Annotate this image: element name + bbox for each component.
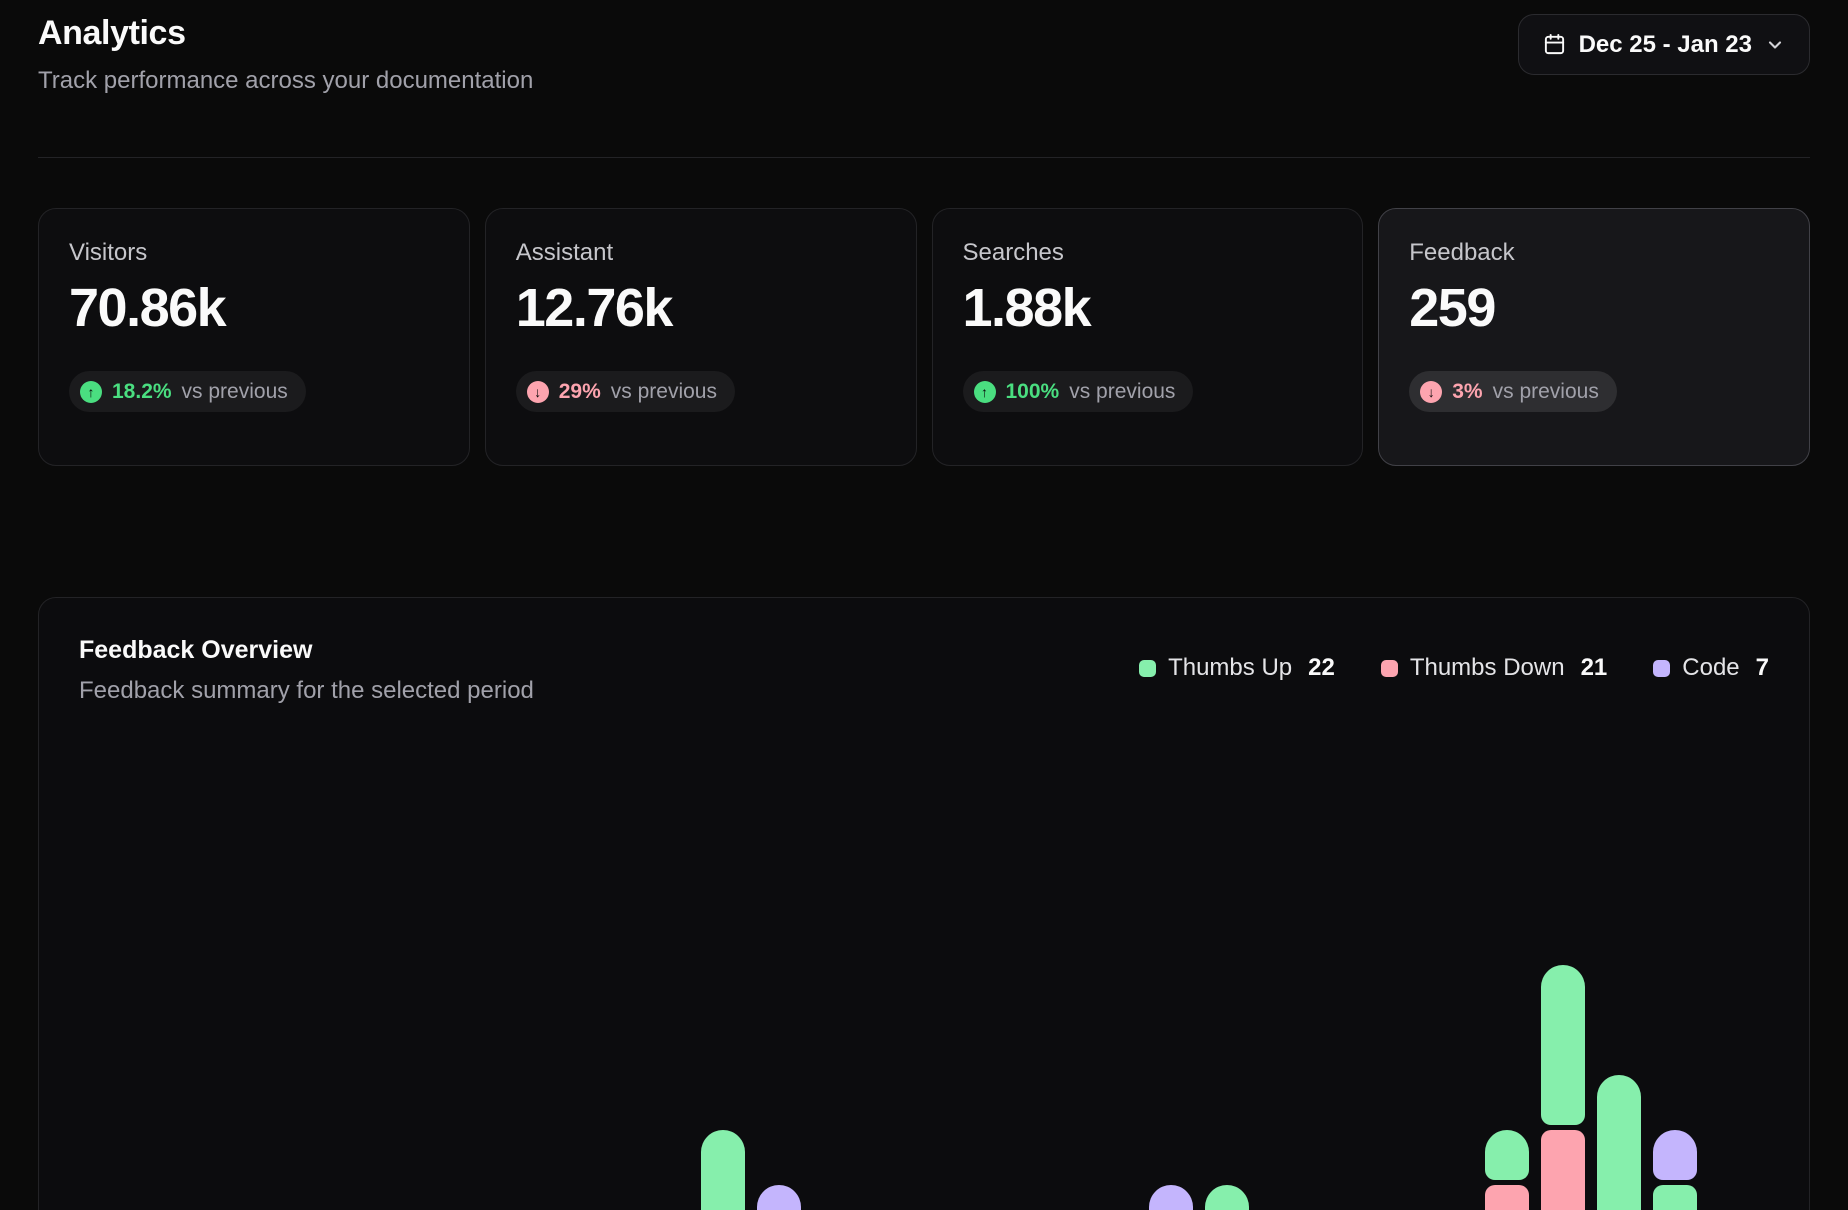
legend-swatch — [1653, 659, 1671, 677]
legend-item-code[interactable]: Code 7 — [1653, 654, 1769, 682]
bar-segment-thumbs-up — [1485, 1130, 1529, 1180]
bar-segment-thumbs-up — [1597, 1075, 1641, 1210]
legend-count: 21 — [1580, 654, 1608, 681]
chart-bar-jan-19[interactable] — [1485, 1130, 1529, 1210]
arrow-down-circle-icon: ↓ — [526, 380, 549, 403]
delta-badge: ↓ 3% vs previous — [1409, 371, 1617, 412]
feedback-overview-titles: Feedback Overview Feedback summary for t… — [79, 636, 534, 705]
legend-item-thumbs-up[interactable]: Thumbs Up 22 — [1139, 654, 1335, 682]
delta-value: 3% — [1452, 379, 1483, 403]
feedback-chart — [39, 598, 1809, 1210]
bar-segment-thumbs-down — [1541, 1130, 1585, 1210]
chart-bar-jan-14[interactable] — [1205, 1185, 1249, 1210]
stat-card-visitors[interactable]: Visitors 70.86k ↑ 18.2% vs previous — [38, 208, 470, 466]
card-title: Feedback Overview — [79, 636, 313, 664]
bar-segment-code — [1653, 1130, 1697, 1180]
feedback-overview-card: Feedback Overview Feedback summary for t… — [38, 597, 1810, 1210]
chart-bar-jan-13[interactable] — [1149, 1185, 1193, 1210]
chart-legend: Thumbs Up 22 Thumbs Down 21 Code 7 — [1139, 654, 1769, 682]
delta-suffix: vs previous — [1069, 379, 1176, 403]
page-subtitle: Track performance across your documentat… — [38, 67, 534, 94]
bar-segment-thumbs-down — [1485, 1185, 1529, 1210]
arrow-up-circle-icon: ↑ — [973, 380, 996, 403]
chart-bar-jan-6[interactable] — [757, 1185, 801, 1210]
page-title: Analytics — [38, 14, 186, 52]
bar-segment-code — [757, 1185, 801, 1210]
date-range-label: Dec 25 - Jan 23 — [1578, 30, 1752, 58]
stats-row: Visitors 70.86k ↑ 18.2% vs previous Assistant… — [38, 208, 1810, 466]
chevron-down-icon — [1765, 35, 1785, 55]
stat-value: 12.76k — [515, 278, 674, 338]
bar-segment-thumbs-up — [1205, 1185, 1249, 1210]
chart-bar-jan-20[interactable] — [1541, 965, 1585, 1210]
stat-value: 259 — [1409, 278, 1496, 338]
chart-bar-jan-5[interactable] — [701, 1130, 745, 1210]
legend-label: Thumbs Up — [1168, 654, 1293, 681]
delta-suffix: vs previous — [181, 379, 288, 403]
chart-bar-jan-21[interactable] — [1597, 1075, 1641, 1210]
feedback-overview-header: Feedback Overview Feedback summary for t… — [79, 636, 1769, 705]
header-divider — [38, 157, 1810, 158]
stat-value: 70.86k — [69, 278, 227, 338]
legend-swatch — [1380, 659, 1398, 677]
stat-label: Assistant — [515, 239, 614, 266]
stat-label: Searches — [962, 239, 1064, 266]
arrow-down-circle-icon: ↓ — [1420, 380, 1443, 403]
card-subtitle: Feedback summary for the selected period — [79, 677, 534, 704]
arrow-up-circle-icon: ↑ — [80, 380, 102, 403]
bar-segment-code — [1149, 1185, 1193, 1210]
delta-suffix: vs previous — [610, 379, 717, 403]
legend-item-thumbs-down[interactable]: Thumbs Down 21 — [1380, 654, 1608, 682]
header-text: Analytics Track performance across your … — [38, 14, 533, 95]
delta-suffix: vs previous — [1492, 379, 1599, 403]
stat-label: Visitors — [69, 239, 148, 266]
date-range-picker[interactable]: Dec 25 - Jan 23 — [1517, 14, 1810, 75]
stat-value: 1.88k — [962, 278, 1092, 338]
calendar-icon — [1543, 33, 1566, 56]
delta-badge: ↑ 18.2% vs previous — [69, 371, 306, 412]
chart-bar-jan-22[interactable] — [1653, 1130, 1697, 1210]
legend-count: 7 — [1755, 654, 1769, 681]
legend-swatch — [1139, 659, 1157, 677]
delta-value: 100% — [1005, 379, 1060, 403]
stat-label: Feedback — [1409, 239, 1515, 266]
delta-badge: ↓ 29% vs previous — [515, 371, 735, 412]
stat-card-searches[interactable]: Searches 1.88k ↑ 100% vs previous — [931, 208, 1364, 466]
legend-label: Thumbs Down — [1409, 654, 1565, 681]
stat-card-assistant[interactable]: Assistant 12.76k ↓ 29% vs previous — [484, 208, 917, 466]
bar-segment-thumbs-up — [701, 1130, 745, 1210]
bar-segment-thumbs-up — [1653, 1185, 1697, 1210]
delta-value: 29% — [558, 379, 601, 403]
delta-badge: ↑ 100% vs previous — [962, 371, 1194, 412]
legend-label: Code — [1682, 654, 1740, 681]
bar-segment-thumbs-up — [1541, 965, 1585, 1125]
legend-count: 22 — [1308, 654, 1335, 681]
delta-value: 18.2% — [112, 379, 172, 403]
page-header: Analytics Track performance across your … — [38, 0, 1810, 95]
stat-card-feedback[interactable]: Feedback 259 ↓ 3% vs previous — [1378, 208, 1810, 466]
